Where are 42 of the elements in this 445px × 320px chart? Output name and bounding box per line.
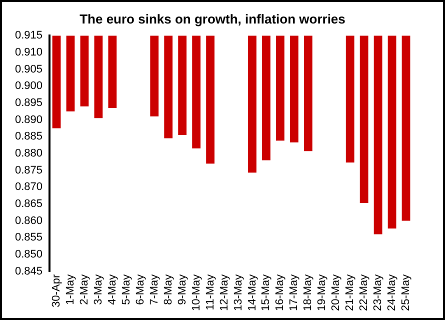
x-tick-label: 3-May (92, 274, 104, 305)
x-tick-label: 11-May (204, 274, 216, 310)
y-tick-label: 0.890 (14, 114, 43, 126)
x-tick-label: 9-May (176, 274, 188, 305)
x-tick-label: 20-May (330, 274, 342, 312)
x-tick-label: 7-May (148, 274, 160, 305)
y-tick-label: 0.905 (14, 63, 43, 76)
y-tick-label: 0.910 (14, 46, 43, 58)
chart-title: The euro sinks on growth, inflation worries (80, 11, 346, 26)
y-tick-label: 0.915 (14, 30, 43, 42)
x-tick-label: 2-May (78, 274, 91, 305)
x-tick-label: 24-May (386, 274, 398, 312)
y-tick-label: 0.885 (14, 130, 43, 143)
x-tick-label: 22-May (358, 274, 370, 312)
y-tick-label: 0.900 (14, 80, 43, 92)
x-tick-label: 6-May (134, 274, 146, 305)
x-tick-label: 14-May (246, 274, 258, 312)
x-tick-label: 13-May (232, 274, 244, 312)
y-tick-label: 0.875 (14, 164, 43, 176)
x-tick-label: 17-May (288, 274, 300, 312)
y-tick-label: 0.855 (14, 232, 43, 244)
x-tick-label: 15-May (260, 274, 272, 312)
x-tick-label: 12-May (218, 274, 230, 312)
y-tick-label: 0.870 (14, 181, 43, 194)
x-tick-label: 5-May (120, 274, 132, 305)
y-tick-label: 0.895 (14, 96, 43, 109)
y-tick-label: 0.880 (14, 147, 43, 160)
x-tick-label: 25-May (400, 274, 412, 312)
y-tick-label: 0.850 (14, 248, 43, 261)
y-tick-label: 0.865 (14, 198, 43, 210)
x-tick-label: 10-May (190, 274, 202, 312)
x-tick-label: 18-May (302, 274, 314, 312)
x-tick-label: 1-May (64, 274, 77, 305)
x-tick-label: 19-May (316, 274, 328, 312)
y-tick-label: 0.845 (14, 265, 43, 278)
x-tick-label: 8-May (162, 274, 174, 305)
x-tick-label: 30-Apr (50, 274, 63, 308)
x-tick-label: 16-May (274, 274, 286, 312)
x-tick-label: 21-May (344, 274, 356, 312)
x-tick-label: 23-May (372, 274, 384, 312)
x-tick-label: 4-May (106, 274, 118, 305)
y-tick-label: 0.860 (14, 214, 43, 227)
